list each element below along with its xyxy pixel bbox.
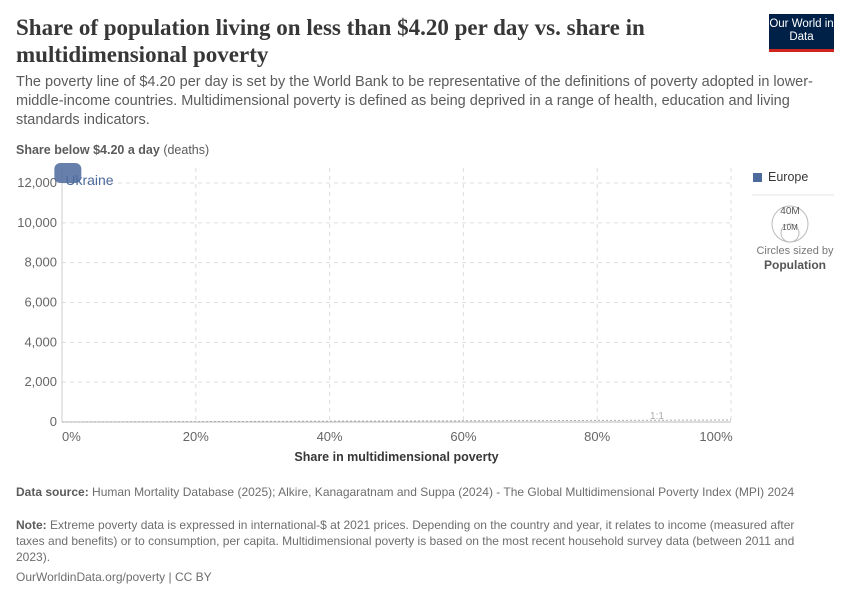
note: Note: Extreme poverty data is expressed …	[16, 517, 826, 565]
size-legend-label: 10M	[782, 223, 798, 232]
reference-line	[61, 419, 732, 423]
credit[interactable]: OurWorldinData.org/poverty | CC BY	[16, 570, 212, 584]
chart-subtitle: The poverty line of $4.20 per day is set…	[16, 74, 813, 128]
source-label: Data source:	[16, 485, 89, 499]
size-legend-note: Circles sized by Population	[752, 244, 838, 273]
x-axis-label: Share in multidimensional poverty	[294, 450, 499, 464]
x-tick-label: 40%	[317, 429, 343, 444]
legend-label: Europe	[768, 170, 809, 184]
x-tick-label: 0%	[62, 429, 81, 444]
note-label: Note:	[16, 518, 47, 532]
y-axis-label: Share below $4.20 a day (deaths)	[16, 143, 209, 157]
size-legend-variable: Population	[764, 258, 826, 272]
y-tick-label: 4,000	[24, 334, 57, 349]
y-tick-label: 10,000	[17, 215, 57, 230]
legend-item-europe[interactable]: Europe	[753, 170, 808, 184]
y-tick-label: 6,000	[24, 295, 57, 310]
y-tick-label: 0	[50, 414, 57, 429]
source-text: Human Mortality Database (2025); Alkire,…	[92, 485, 795, 499]
x-tick-label: 60%	[450, 429, 476, 444]
note-text: Extreme poverty data is expressed in int…	[16, 518, 795, 564]
data-label: Ukraine	[65, 172, 113, 188]
data-point-ukraine	[54, 163, 82, 184]
y-tick-label: 12,000	[17, 175, 57, 190]
size-legend-circle-small	[780, 223, 800, 243]
legend-swatch	[753, 172, 762, 182]
y-tick-label: 2,000	[24, 374, 57, 389]
x-tick-label: 80%	[584, 429, 610, 444]
x-tick-label: 20%	[183, 429, 209, 444]
owid-logo[interactable]: Our World in Data	[769, 14, 834, 52]
data-source: Data source: Human Mortality Database (2…	[16, 484, 826, 500]
x-tick-label: 100%	[699, 429, 733, 444]
y-axis-title: Share below $4.20 a day	[16, 143, 160, 157]
chart-title: Share of population living on less than …	[16, 15, 645, 67]
y-tick-label: 8,000	[24, 255, 57, 270]
size-legend-label: 40M	[780, 206, 799, 217]
reference-line-label: 1:1	[650, 411, 664, 422]
y-axis-unit: (deaths)	[163, 143, 210, 157]
size-legend-text: Circles sized by	[756, 245, 834, 257]
